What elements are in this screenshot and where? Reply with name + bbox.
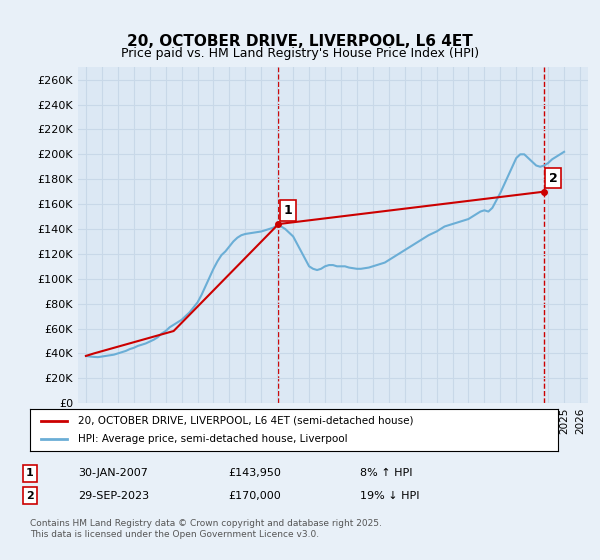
Text: 1: 1 <box>26 468 34 478</box>
Text: 2: 2 <box>26 491 34 501</box>
Text: 20, OCTOBER DRIVE, LIVERPOOL, L6 4ET: 20, OCTOBER DRIVE, LIVERPOOL, L6 4ET <box>127 35 473 49</box>
Text: HPI: Average price, semi-detached house, Liverpool: HPI: Average price, semi-detached house,… <box>77 434 347 444</box>
Text: Price paid vs. HM Land Registry's House Price Index (HPI): Price paid vs. HM Land Registry's House … <box>121 46 479 60</box>
Text: 1: 1 <box>283 204 292 217</box>
Text: 29-SEP-2023: 29-SEP-2023 <box>78 491 149 501</box>
Text: Contains HM Land Registry data © Crown copyright and database right 2025.
This d: Contains HM Land Registry data © Crown c… <box>30 520 382 539</box>
Text: 8% ↑ HPI: 8% ↑ HPI <box>360 468 413 478</box>
Text: £143,950: £143,950 <box>228 468 281 478</box>
Text: £170,000: £170,000 <box>228 491 281 501</box>
Text: 2: 2 <box>549 172 558 185</box>
Text: 30-JAN-2007: 30-JAN-2007 <box>78 468 148 478</box>
Text: 20, OCTOBER DRIVE, LIVERPOOL, L6 4ET (semi-detached house): 20, OCTOBER DRIVE, LIVERPOOL, L6 4ET (se… <box>77 416 413 426</box>
Text: 19% ↓ HPI: 19% ↓ HPI <box>360 491 419 501</box>
